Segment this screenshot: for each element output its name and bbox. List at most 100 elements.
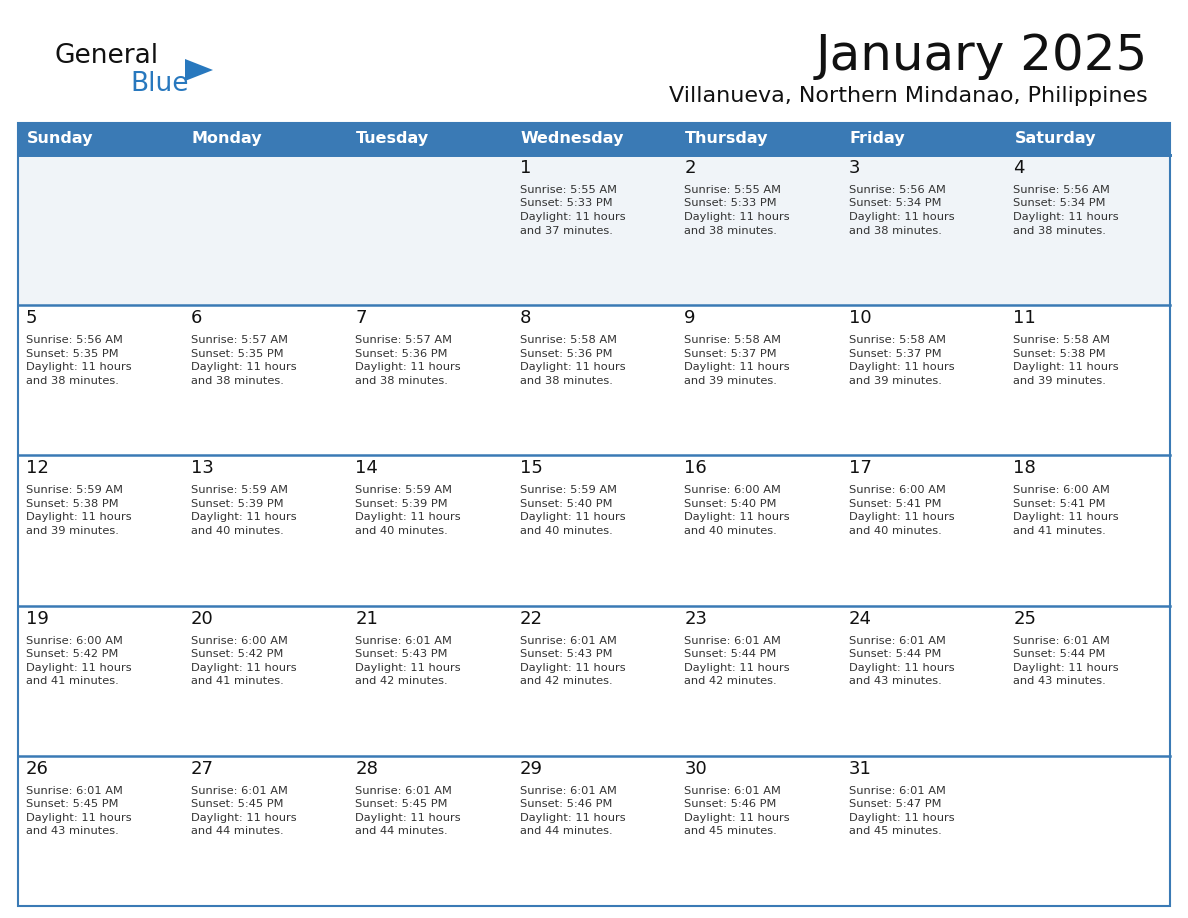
Text: Sunrise: 5:57 AM: Sunrise: 5:57 AM [190,335,287,345]
Text: 14: 14 [355,459,378,477]
Text: Sunrise: 6:01 AM: Sunrise: 6:01 AM [684,786,782,796]
Text: and 39 minutes.: and 39 minutes. [1013,375,1106,386]
Text: Sunrise: 6:01 AM: Sunrise: 6:01 AM [355,786,451,796]
Text: 5: 5 [26,309,38,327]
Text: Sunset: 5:46 PM: Sunset: 5:46 PM [519,800,612,810]
Text: Daylight: 11 hours: Daylight: 11 hours [519,512,625,522]
Text: Daylight: 11 hours: Daylight: 11 hours [355,812,461,823]
Text: Daylight: 11 hours: Daylight: 11 hours [684,512,790,522]
Text: Daylight: 11 hours: Daylight: 11 hours [190,663,296,673]
Text: 26: 26 [26,760,49,778]
Text: Daylight: 11 hours: Daylight: 11 hours [355,512,461,522]
Text: Sunset: 5:37 PM: Sunset: 5:37 PM [684,349,777,359]
Text: and 38 minutes.: and 38 minutes. [1013,226,1106,236]
Text: Sunrise: 6:01 AM: Sunrise: 6:01 AM [519,635,617,645]
Text: Sunrise: 6:00 AM: Sunrise: 6:00 AM [1013,486,1111,496]
Text: 2: 2 [684,159,696,177]
Text: Sunrise: 5:55 AM: Sunrise: 5:55 AM [519,185,617,195]
Text: Sunset: 5:35 PM: Sunset: 5:35 PM [190,349,283,359]
Polygon shape [185,59,213,81]
Text: Sunrise: 5:56 AM: Sunrise: 5:56 AM [1013,185,1111,195]
Text: Daylight: 11 hours: Daylight: 11 hours [1013,512,1119,522]
Text: Daylight: 11 hours: Daylight: 11 hours [519,363,625,372]
Text: 17: 17 [849,459,872,477]
Text: Sunset: 5:33 PM: Sunset: 5:33 PM [519,198,612,208]
Text: 29: 29 [519,760,543,778]
Text: Sunrise: 5:56 AM: Sunrise: 5:56 AM [849,185,946,195]
Text: Sunset: 5:40 PM: Sunset: 5:40 PM [519,498,612,509]
Text: Sunrise: 6:01 AM: Sunrise: 6:01 AM [519,786,617,796]
Text: 12: 12 [26,459,49,477]
Text: and 40 minutes.: and 40 minutes. [190,526,283,536]
Text: Sunset: 5:45 PM: Sunset: 5:45 PM [355,800,448,810]
Text: 10: 10 [849,309,872,327]
Text: Daylight: 11 hours: Daylight: 11 hours [190,812,296,823]
Text: Daylight: 11 hours: Daylight: 11 hours [1013,212,1119,222]
Text: Daylight: 11 hours: Daylight: 11 hours [684,663,790,673]
Text: Sunrise: 6:00 AM: Sunrise: 6:00 AM [684,486,782,496]
Text: 8: 8 [519,309,531,327]
Text: and 37 minutes.: and 37 minutes. [519,226,613,236]
Text: Thursday: Thursday [685,131,769,147]
Text: Sunrise: 5:59 AM: Sunrise: 5:59 AM [26,486,124,496]
Text: and 39 minutes.: and 39 minutes. [684,375,777,386]
Text: Sunset: 5:36 PM: Sunset: 5:36 PM [519,349,612,359]
Text: and 40 minutes.: and 40 minutes. [355,526,448,536]
Text: 6: 6 [190,309,202,327]
Text: Daylight: 11 hours: Daylight: 11 hours [26,512,132,522]
Text: General: General [55,43,159,69]
Text: Daylight: 11 hours: Daylight: 11 hours [684,812,790,823]
Text: and 38 minutes.: and 38 minutes. [684,226,777,236]
Text: 3: 3 [849,159,860,177]
Text: Daylight: 11 hours: Daylight: 11 hours [190,512,296,522]
Text: Sunrise: 6:01 AM: Sunrise: 6:01 AM [1013,635,1111,645]
Text: 13: 13 [190,459,214,477]
Text: 27: 27 [190,760,214,778]
Text: 24: 24 [849,610,872,628]
Text: Sunrise: 6:00 AM: Sunrise: 6:00 AM [190,635,287,645]
Text: and 38 minutes.: and 38 minutes. [519,375,613,386]
Text: Sunset: 5:47 PM: Sunset: 5:47 PM [849,800,941,810]
Text: 22: 22 [519,610,543,628]
Text: January 2025: January 2025 [816,32,1148,80]
Text: Daylight: 11 hours: Daylight: 11 hours [355,363,461,372]
Text: Daylight: 11 hours: Daylight: 11 hours [26,363,132,372]
Text: Sunset: 5:46 PM: Sunset: 5:46 PM [684,800,777,810]
Text: and 41 minutes.: and 41 minutes. [190,676,283,686]
Text: Sunset: 5:41 PM: Sunset: 5:41 PM [1013,498,1106,509]
Text: Villanueva, Northern Mindanao, Philippines: Villanueva, Northern Mindanao, Philippin… [669,86,1148,106]
Text: Daylight: 11 hours: Daylight: 11 hours [849,363,954,372]
Text: Daylight: 11 hours: Daylight: 11 hours [1013,363,1119,372]
Text: Sunset: 5:33 PM: Sunset: 5:33 PM [684,198,777,208]
Text: Daylight: 11 hours: Daylight: 11 hours [519,212,625,222]
Text: Sunset: 5:43 PM: Sunset: 5:43 PM [355,649,448,659]
Text: Sunset: 5:38 PM: Sunset: 5:38 PM [1013,349,1106,359]
Text: and 43 minutes.: and 43 minutes. [26,826,119,836]
Text: Daylight: 11 hours: Daylight: 11 hours [190,363,296,372]
Text: Sunset: 5:45 PM: Sunset: 5:45 PM [26,800,119,810]
Text: Daylight: 11 hours: Daylight: 11 hours [684,212,790,222]
Text: 4: 4 [1013,159,1025,177]
Text: Sunrise: 5:59 AM: Sunrise: 5:59 AM [355,486,453,496]
Text: 11: 11 [1013,309,1036,327]
Text: 28: 28 [355,760,378,778]
Text: and 41 minutes.: and 41 minutes. [26,676,119,686]
Text: and 45 minutes.: and 45 minutes. [684,826,777,836]
Text: Sunset: 5:40 PM: Sunset: 5:40 PM [684,498,777,509]
Text: 30: 30 [684,760,707,778]
Text: Daylight: 11 hours: Daylight: 11 hours [849,212,954,222]
Bar [18,155,1170,305]
Text: Sunset: 5:37 PM: Sunset: 5:37 PM [849,349,941,359]
Text: 15: 15 [519,459,543,477]
Text: and 42 minutes.: and 42 minutes. [684,676,777,686]
Text: Sunset: 5:35 PM: Sunset: 5:35 PM [26,349,119,359]
Text: Sunrise: 5:58 AM: Sunrise: 5:58 AM [684,335,782,345]
Text: Sunrise: 5:55 AM: Sunrise: 5:55 AM [684,185,782,195]
Text: Sunrise: 6:01 AM: Sunrise: 6:01 AM [849,635,946,645]
Text: 19: 19 [26,610,49,628]
Text: Sunrise: 6:01 AM: Sunrise: 6:01 AM [355,635,451,645]
Text: Sunset: 5:45 PM: Sunset: 5:45 PM [190,800,283,810]
Text: Sunrise: 5:59 AM: Sunrise: 5:59 AM [519,486,617,496]
Text: Monday: Monday [191,131,263,147]
Text: Daylight: 11 hours: Daylight: 11 hours [849,812,954,823]
